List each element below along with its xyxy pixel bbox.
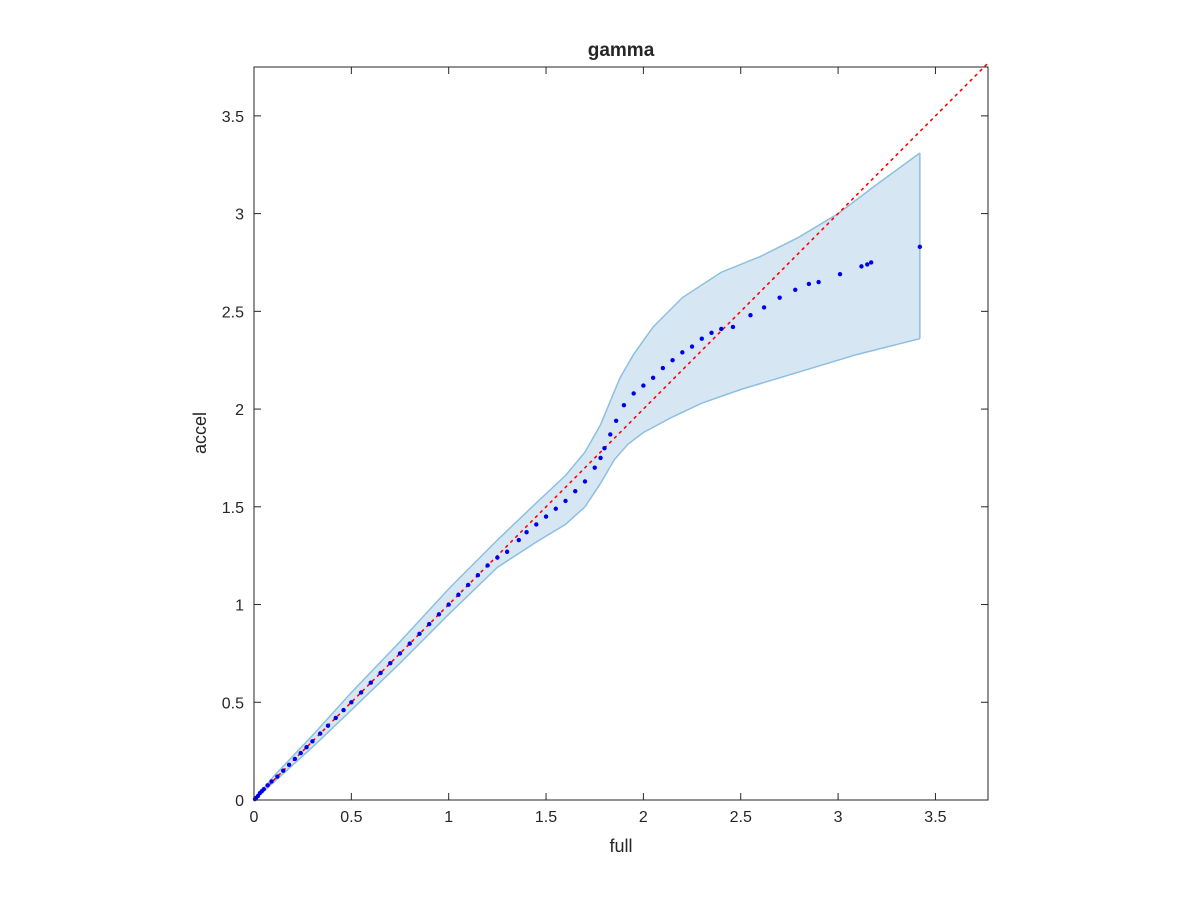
x-tick-label: 0 bbox=[250, 809, 259, 826]
data-point bbox=[516, 537, 521, 543]
data-point bbox=[456, 592, 461, 597]
band-lower-edge bbox=[253, 337, 921, 801]
data-point bbox=[631, 391, 636, 396]
data-point bbox=[859, 264, 864, 269]
band-upper-edge bbox=[253, 152, 921, 801]
x-tick-label: 3.5 bbox=[924, 809, 946, 826]
y-axis-ticks: 0 0.5 1 1.5 2 2.5 3 3.5 bbox=[222, 109, 988, 810]
data-point bbox=[485, 563, 490, 568]
data-point bbox=[524, 530, 529, 535]
data-point bbox=[793, 287, 798, 293]
identity-line bbox=[253, 62, 989, 801]
x-axis-label: full bbox=[609, 836, 632, 856]
data-point bbox=[310, 739, 315, 744]
x-tick-label: 0.5 bbox=[340, 809, 362, 826]
y-tick-label: 1 bbox=[235, 598, 244, 615]
data-point bbox=[608, 432, 613, 437]
data-point bbox=[837, 271, 843, 277]
data-point bbox=[286, 762, 292, 768]
data-point bbox=[680, 350, 685, 355]
data-point bbox=[265, 783, 270, 788]
plot-box bbox=[253, 66, 989, 801]
data-point bbox=[436, 612, 442, 617]
data-point bbox=[304, 745, 309, 750]
data-point bbox=[427, 621, 432, 627]
data-point bbox=[553, 506, 558, 511]
data-point bbox=[699, 336, 704, 341]
data-point bbox=[446, 602, 451, 607]
data-point bbox=[748, 313, 753, 318]
y-tick-label: 1.5 bbox=[222, 500, 244, 517]
data-point bbox=[621, 402, 627, 408]
data-point bbox=[660, 365, 666, 371]
data-point bbox=[730, 324, 736, 330]
data-point bbox=[269, 779, 274, 784]
data-point bbox=[806, 281, 812, 287]
data-point bbox=[868, 260, 874, 265]
data-point bbox=[349, 700, 354, 705]
data-point bbox=[670, 358, 675, 363]
x-tick-label: 1 bbox=[444, 809, 453, 826]
data-point bbox=[341, 707, 346, 713]
data-point bbox=[325, 723, 331, 728]
data-point bbox=[917, 244, 923, 250]
data-point bbox=[298, 750, 303, 756]
data-point bbox=[598, 455, 603, 461]
reference-line bbox=[253, 62, 989, 801]
data-point bbox=[777, 295, 782, 300]
data-point bbox=[317, 731, 323, 736]
data-point bbox=[475, 573, 481, 578]
data-point bbox=[388, 660, 393, 666]
data-point bbox=[495, 555, 500, 560]
data-point bbox=[407, 641, 412, 646]
y-tick-label: 0.5 bbox=[222, 695, 244, 712]
data-point bbox=[689, 344, 695, 349]
confidence-band bbox=[253, 152, 921, 801]
data-point bbox=[417, 631, 422, 637]
data-point bbox=[761, 305, 767, 310]
y-tick-label: 3 bbox=[235, 207, 244, 224]
data-point bbox=[563, 498, 568, 504]
chart-title: gamma bbox=[588, 40, 655, 61]
data-point bbox=[281, 768, 286, 773]
data-point bbox=[465, 582, 471, 588]
y-tick-label: 0 bbox=[235, 793, 244, 810]
data-point bbox=[650, 375, 656, 380]
x-axis-ticks: 0 0.5 1 1.5 2 2.5 3 3.5 bbox=[250, 67, 947, 826]
data-point bbox=[504, 549, 510, 554]
data-point bbox=[543, 514, 549, 519]
y-tick-label: 3.5 bbox=[222, 109, 244, 126]
data-point bbox=[378, 670, 383, 676]
x-tick-label: 1.5 bbox=[535, 809, 557, 826]
x-tick-label: 2.5 bbox=[730, 809, 752, 826]
data-point bbox=[641, 383, 646, 388]
data-point bbox=[865, 262, 870, 267]
data-point bbox=[358, 690, 364, 695]
data-point bbox=[261, 787, 266, 792]
data-point bbox=[719, 326, 724, 332]
data-point bbox=[534, 522, 539, 527]
data-point bbox=[582, 479, 588, 484]
data-point bbox=[275, 774, 280, 779]
data-point bbox=[602, 445, 607, 451]
data-point bbox=[592, 465, 597, 470]
data-point bbox=[292, 756, 298, 762]
data-point bbox=[333, 715, 338, 721]
y-tick-label: 2.5 bbox=[222, 304, 244, 321]
data-point bbox=[397, 651, 403, 656]
data-points bbox=[252, 244, 923, 802]
data-point bbox=[573, 488, 578, 494]
band-fill bbox=[254, 153, 920, 800]
x-tick-label: 2 bbox=[639, 809, 648, 826]
data-point bbox=[613, 418, 619, 423]
y-axis-label: accel bbox=[190, 412, 210, 454]
data-point bbox=[368, 680, 374, 685]
x-tick-label: 3 bbox=[834, 809, 843, 826]
y-tick-label: 2 bbox=[235, 402, 244, 419]
data-point bbox=[816, 279, 821, 285]
data-point bbox=[709, 330, 714, 336]
